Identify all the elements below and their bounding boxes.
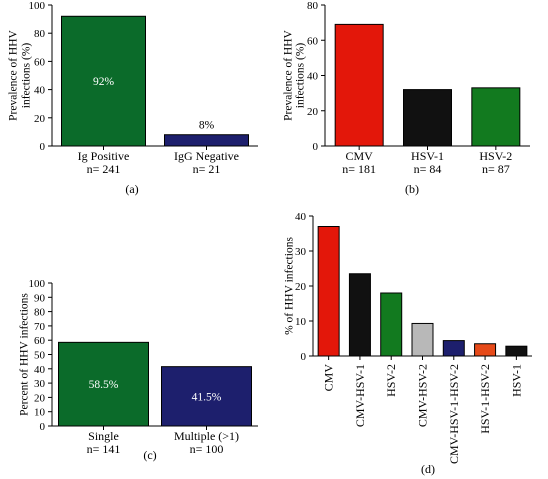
panel-d-bar <box>380 292 403 357</box>
panel-b-panel-label: (b) <box>405 182 419 196</box>
panel-b-category-label: HSV-1 <box>411 149 444 163</box>
panel-c-y-tick-label: 0 <box>40 421 46 433</box>
panel-b-category-label: n= 84 <box>414 162 442 176</box>
panel-c-data-label: 41.5% <box>192 391 222 403</box>
panel-d-y-tick-label: 20 <box>295 281 307 293</box>
panel-d-category-label: CMV-HSV-1-HSV-2 <box>447 364 461 464</box>
panel-c-y-axis-label: Percent of HHV infections <box>19 293 31 416</box>
panel-c-bar <box>58 341 149 427</box>
panel-d-bar <box>348 273 371 357</box>
panel-b-y-axis-label: Prevalence of HHV <box>283 29 295 120</box>
panel-c-y-tick-label: 40 <box>34 364 46 376</box>
panel-d-category-label: HSV-1 <box>509 364 523 397</box>
panel-c-y-tick-label: 70 <box>34 321 46 333</box>
panel-b-category-label: HSV-2 <box>479 149 512 163</box>
panel-b-y-tick-label: 80 <box>307 0 319 12</box>
panel-d-bar <box>505 345 528 357</box>
panel-d-panel-label: (d) <box>421 462 435 476</box>
panel-c-y-tick-label: 80 <box>34 307 46 319</box>
panel-d-category-label: CMV-HSV-2 <box>416 364 430 427</box>
panel-c-y-tick-label: 20 <box>34 392 46 404</box>
panel-b-bar <box>403 89 452 147</box>
panel-a-category-label: n= 21 <box>193 162 221 176</box>
panel-c-category-label: Multiple (>1) <box>174 429 239 443</box>
panel-a-panel-label: (a) <box>125 182 138 196</box>
panel-c-y-tick-label: 10 <box>34 407 46 419</box>
panel-d-category-label: CMV-HSV-1 <box>353 364 367 427</box>
panel-d-bar <box>411 322 434 357</box>
panel-b-bar <box>471 87 521 147</box>
panel-a-y-tick-label: 20 <box>34 113 46 125</box>
panel-a-category-label: IgG Negative <box>174 149 239 163</box>
panel-a-y-tick-label: 80 <box>34 28 46 40</box>
panel-c-category-label: n= 100 <box>190 442 224 456</box>
panel-b-bar <box>334 23 384 147</box>
panel-a-y-tick-label: 60 <box>34 56 46 68</box>
panel-b-y-tick-label: 40 <box>307 71 319 83</box>
panel-c-y-tick-label: 30 <box>34 378 46 390</box>
panel-b-y-axis-label: infections (%) <box>295 43 307 109</box>
panel-c-category-label: Single <box>88 429 119 443</box>
panel-b-y-tick-label: 60 <box>307 35 319 47</box>
panel-b-category-label: CMV <box>345 149 373 163</box>
panel-b-category-label: n= 87 <box>482 162 510 176</box>
panel-a-data-label: 92% <box>93 76 115 88</box>
panel-a-category-label: n= 241 <box>87 162 121 176</box>
panel-b-category-label: n= 181 <box>342 162 376 176</box>
panel-c-y-tick-label: 100 <box>29 278 46 290</box>
panel-c-chart: 0 10 20 30 40 50 60 70 80 90 100 Percent of HHV inf… <box>19 278 258 462</box>
panel-c-y-tick-label: 90 <box>34 292 46 304</box>
panel-d-chart: 0 10 20 30 40 % of HHV infections CMV CMV-HSV-1… <box>284 211 532 476</box>
panel-d-y-axis-label: % of HHV infections <box>284 237 296 335</box>
panel-a-data-label: 8% <box>199 120 215 132</box>
panel-a-category-label: Ig Positive <box>78 149 130 163</box>
panel-a-y-tick-label: 40 <box>34 85 46 97</box>
panel-d-y-tick-label: 10 <box>295 316 307 328</box>
panel-d-bar <box>474 343 497 357</box>
panel-c-y-tick-label: 60 <box>34 335 46 347</box>
panel-d-y-tick-label: 30 <box>295 246 307 258</box>
panel-d-y-tick-label: 40 <box>295 211 307 223</box>
panel-b-y-tick-label: 20 <box>307 106 319 118</box>
panel-c-category-label: n= 141 <box>87 442 121 456</box>
panel-d-category-label: HSV-1-HSV-2 <box>478 364 492 434</box>
panel-a-chart: 0 20 40 60 80 100 Prevalence of HHV infections … <box>8 0 258 196</box>
panel-a-bar <box>164 134 249 147</box>
panel-a-y-axis-label: Prevalence of HHV <box>8 29 20 120</box>
panel-a-y-tick-label: 100 <box>29 0 46 12</box>
panel-c-y-tick-label: 50 <box>34 350 46 362</box>
panel-a-bar <box>61 15 146 147</box>
panel-d-category-label: HSV-2 <box>384 364 398 397</box>
panel-c-panel-label: (c) <box>143 448 156 462</box>
panel-d-y-tick-label: 0 <box>301 351 307 363</box>
panel-a-y-axis-label: infections (%) <box>21 43 33 109</box>
panel-a-y-tick-label: 0 <box>40 141 46 153</box>
panel-d-category-label: CMV <box>322 364 336 392</box>
panel-b-chart: 0 20 40 60 80 Prevalence of HHV infections (%)… <box>283 0 530 196</box>
panel-d-bar <box>442 340 465 357</box>
panel-b-y-tick-label: 0 <box>313 141 319 153</box>
panel-c-data-label: 58.5% <box>89 379 119 391</box>
panel-d-bar <box>317 226 340 357</box>
